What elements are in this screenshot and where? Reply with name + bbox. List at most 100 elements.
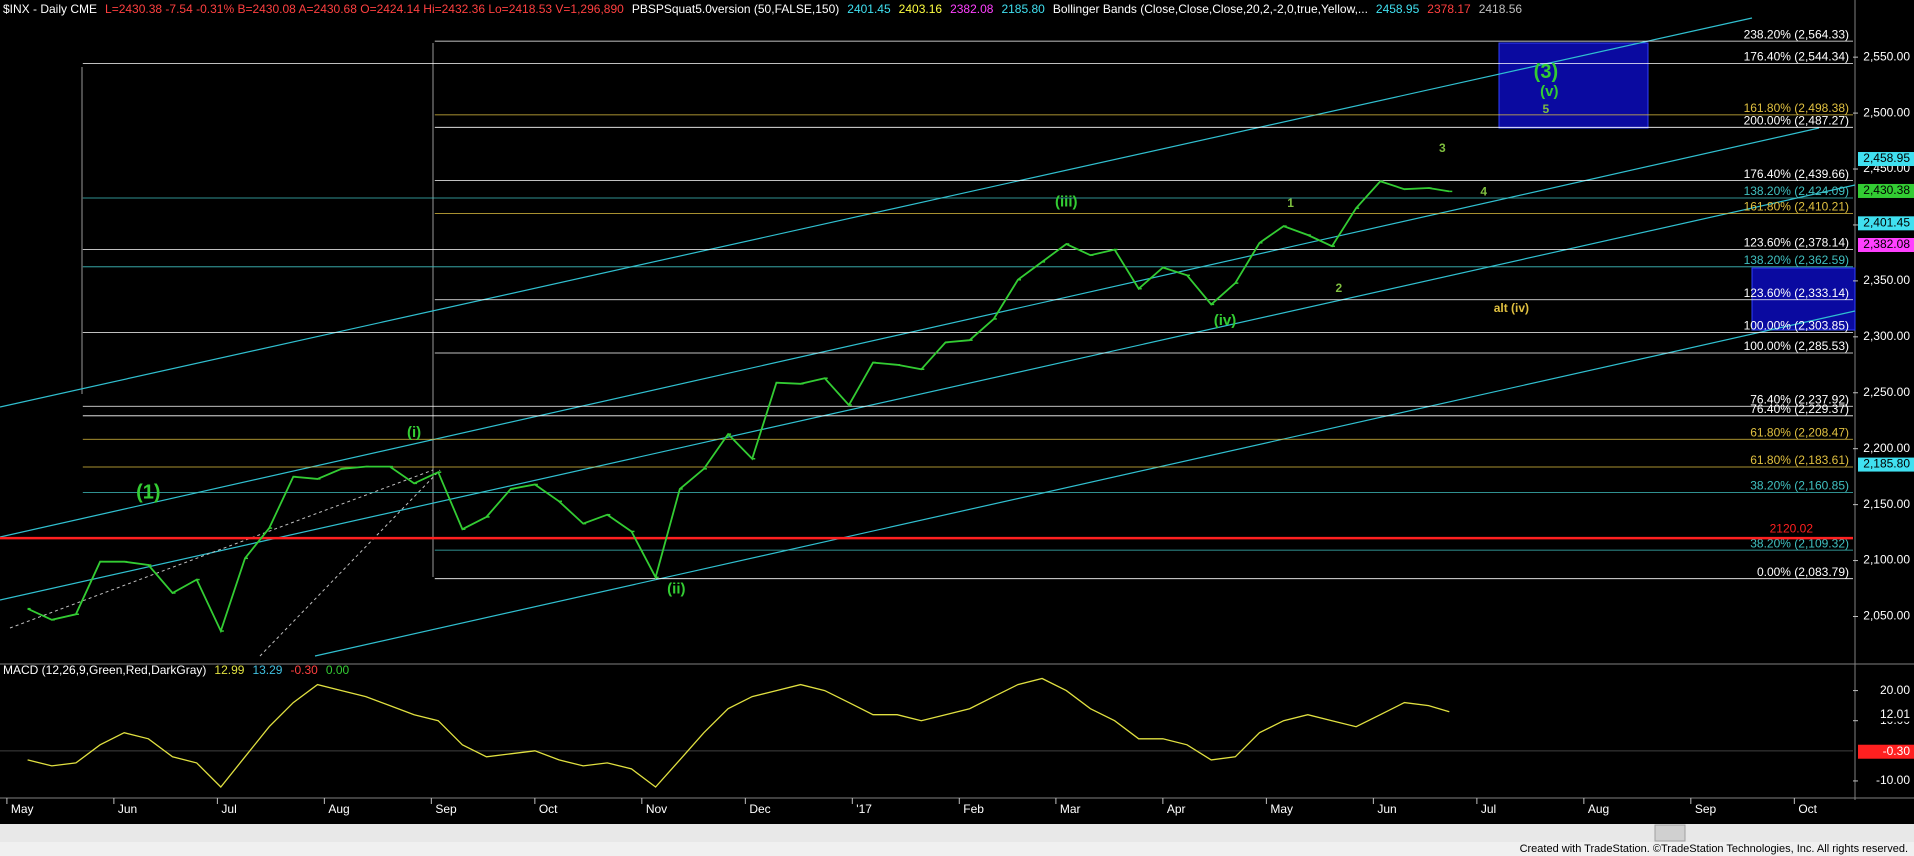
wave-label: 2 — [1336, 281, 1343, 295]
x-tick-label: Jul — [221, 802, 236, 816]
header-item: PBSPSquat5.0version (50,FALSE,150) — [632, 2, 839, 16]
x-tick-label: Aug — [1588, 802, 1609, 816]
axis-marker-label: 2,401.45 — [1863, 216, 1910, 230]
wave-label: (iv) — [1214, 312, 1237, 329]
y-tick-label: 2,100.00 — [1863, 553, 1910, 567]
x-tick-label: Sep — [435, 802, 457, 816]
x-tick-label: Aug — [328, 802, 349, 816]
y-tick-label: 2,150.00 — [1863, 497, 1910, 511]
scroll-thumb[interactable] — [1654, 824, 1686, 842]
axis-marker — [1858, 216, 1914, 231]
header-item: 2185.80 — [1001, 2, 1045, 16]
wave-label: 5 — [1543, 102, 1550, 116]
fib-label: 176.40% (2,544.34) — [1744, 50, 1849, 64]
x-tick-label: Jun — [1377, 802, 1396, 816]
x-tick-label: Jul — [1481, 802, 1496, 816]
axis-marker-label: 2,458.95 — [1863, 151, 1910, 165]
price-line — [27, 180, 1450, 634]
axis-marker-label: 12.01 — [1880, 707, 1910, 721]
macd-line — [27, 677, 1450, 788]
fib-label: 76.40% (2,237.92) — [1750, 392, 1849, 406]
header-text: $INX - Daily CME L=2430.38 -7.54 -0.31% B… — [3, 2, 1522, 16]
x-tick-label: Dec — [749, 802, 770, 816]
macd-readout: 13.29 — [252, 663, 282, 677]
x-tick-label: Jun — [118, 802, 137, 816]
x-tick-label: Sep — [1695, 802, 1717, 816]
y-tick-label: 20.00 — [1880, 683, 1910, 697]
header-item: 2418.56 — [1479, 2, 1523, 16]
axis-marker — [1858, 707, 1914, 722]
axis-marker-label: 2,185.80 — [1863, 457, 1910, 471]
fib-label: 238.20% (2,564.33) — [1744, 27, 1849, 41]
axis-marker-label: 2,382.08 — [1863, 237, 1910, 251]
wave-label: (v) — [1540, 83, 1558, 100]
header-item: 2403.16 — [899, 2, 943, 16]
fib-label: 76.40% (2,229.37) — [1750, 402, 1849, 416]
macd-title-text: MACD (12,26,9,Green,Red,DarkGray) — [3, 663, 206, 677]
header-item: $INX - Daily CME — [3, 2, 97, 16]
x-tick-label: Mar — [1060, 802, 1081, 816]
y-tick-label: 2,500.00 — [1863, 105, 1910, 119]
wave-label: (1) — [136, 482, 160, 504]
fib-label: 200.00% (2,487.27) — [1744, 113, 1849, 127]
axis-marker — [1858, 457, 1914, 472]
fib-label: 38.20% (2,109.32) — [1750, 536, 1849, 550]
fib-label: 138.20% (2,424.09) — [1744, 184, 1849, 198]
fib-label: 123.60% (2,333.14) — [1744, 286, 1849, 300]
macd-readout: 0.00 — [326, 663, 350, 677]
fib-label: 161.80% (2,410.21) — [1744, 200, 1849, 214]
x-tick-label: Oct — [1798, 802, 1817, 816]
fib-label: 61.80% (2,208.47) — [1750, 425, 1849, 439]
axis-marker — [1858, 744, 1914, 759]
dotted-trend — [259, 469, 441, 657]
footer: Created with TradeStation. ©TradeStation… — [1520, 843, 1908, 855]
wave-label: 3 — [1439, 141, 1446, 155]
header-item: 2401.45 — [847, 2, 891, 16]
target-box — [1751, 267, 1856, 331]
header: $INX - Daily CME L=2430.38 -7.54 -0.31% B… — [3, 2, 1522, 16]
footer-bar — [0, 842, 1914, 856]
header-item: 2458.95 — [1376, 2, 1420, 16]
fib-label: 161.80% (2,498.38) — [1744, 101, 1849, 115]
fib-label: 61.80% (2,183.61) — [1750, 453, 1849, 467]
red-line-label: 2120.02 — [1770, 521, 1814, 535]
axis-marker-label: 2,430.38 — [1863, 183, 1910, 197]
wave-label: (ii) — [667, 581, 685, 598]
wave-label: (i) — [407, 424, 421, 441]
macd-readout: -0.30 — [290, 663, 318, 677]
y-tick-label: 2,350.00 — [1863, 273, 1910, 287]
channel-line — [0, 17, 1753, 408]
fib-label: 38.20% (2,160.85) — [1750, 479, 1849, 493]
fib-label: 176.40% (2,439.66) — [1744, 167, 1849, 181]
wave-label: (3) — [1534, 61, 1558, 83]
y-tick-label: 2,050.00 — [1863, 609, 1910, 623]
channel-line — [0, 184, 1856, 601]
axis-marker-label: -0.30 — [1883, 744, 1911, 758]
macd-title: MACD (12,26,9,Green,Red,DarkGray) 12.99 13… — [3, 663, 350, 677]
y-tick-label: 2,200.00 — [1863, 441, 1910, 455]
x-tick-label: Nov — [646, 802, 667, 816]
fib-label: 0.00% (2,083.79) — [1757, 565, 1849, 579]
y-tick-label: -10.00 — [1876, 773, 1910, 787]
fib-label: 100.00% (2,303.85) — [1744, 319, 1849, 333]
wave-label: (iii) — [1055, 194, 1078, 211]
wave-label: 1 — [1287, 196, 1294, 210]
axis-marker — [1858, 152, 1914, 167]
x-tick-label: Oct — [539, 802, 558, 816]
x-tick-label: Apr — [1167, 802, 1186, 816]
x-tick-label: Feb — [963, 802, 984, 816]
fib-label: 138.20% (2,362.59) — [1744, 253, 1849, 267]
scrollbar[interactable] — [0, 824, 1914, 842]
wave-label: 4 — [1480, 185, 1487, 199]
axis-marker — [1858, 183, 1914, 198]
x-tick-label: '17 — [856, 802, 872, 816]
y-tick-label: 2,300.00 — [1863, 329, 1910, 343]
x-tick-label: May — [1270, 802, 1293, 816]
wave-label: alt (iv) — [1494, 301, 1529, 315]
fib-label: 123.60% (2,378.14) — [1744, 236, 1849, 250]
fib-label: 100.00% (2,285.53) — [1744, 339, 1849, 353]
axis-marker — [1858, 238, 1914, 253]
